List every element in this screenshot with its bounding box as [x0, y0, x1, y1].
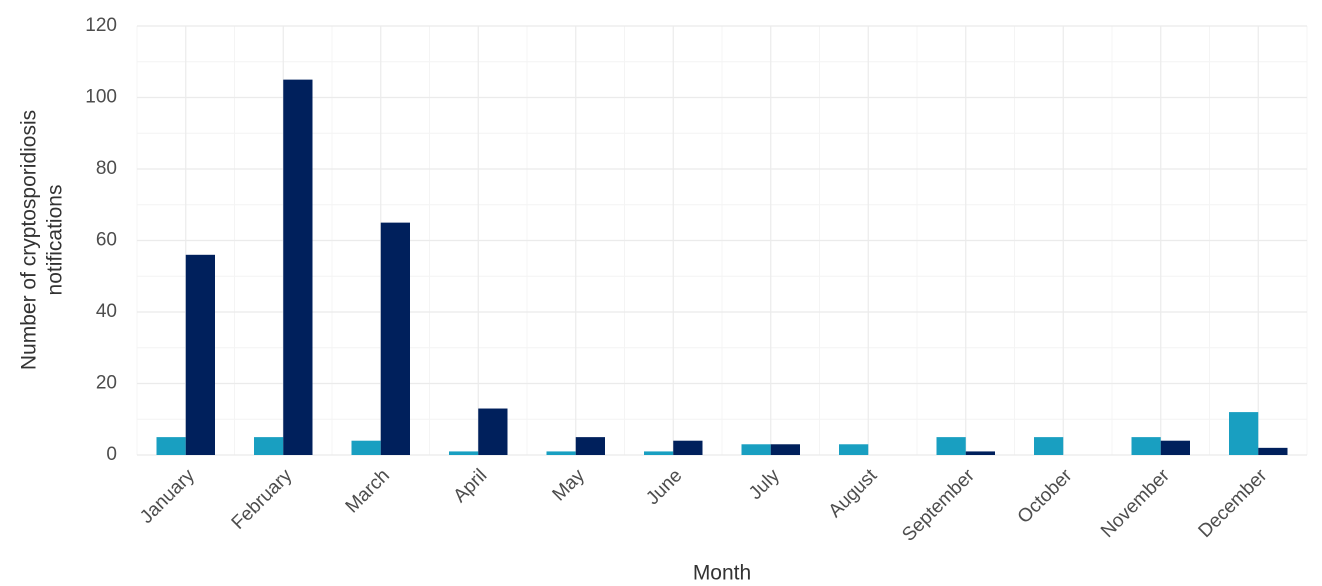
x-tick-label: May	[549, 465, 590, 506]
y-tick-label: 20	[96, 373, 117, 394]
bar	[936, 437, 966, 455]
y-tick-label: 100	[85, 87, 117, 108]
x-tick-label: June	[642, 465, 686, 509]
bar	[380, 222, 410, 455]
bar	[1229, 412, 1259, 455]
x-tick-label: October	[1014, 465, 1077, 528]
bar	[839, 444, 869, 455]
bar	[575, 437, 605, 455]
bar	[1131, 437, 1161, 455]
bar	[546, 451, 576, 455]
y-axis-title: notifications	[44, 185, 67, 296]
y-axis-title: Number of cryptosporidiosis	[18, 110, 41, 370]
y-tick-label: 80	[96, 158, 117, 179]
bar	[449, 451, 479, 455]
bar	[741, 444, 771, 455]
bar	[254, 437, 284, 455]
bar	[673, 440, 703, 455]
bar	[156, 437, 186, 455]
bar	[965, 451, 995, 455]
bar	[351, 440, 381, 455]
x-tick-label: December	[1195, 465, 1272, 542]
y-tick-label: 40	[96, 301, 117, 322]
x-tick-label: September	[898, 465, 979, 546]
bar	[770, 444, 800, 455]
bar	[185, 254, 215, 455]
bar	[644, 451, 674, 455]
x-tick-label: January	[136, 465, 199, 528]
bar	[478, 408, 508, 455]
y-tick-label: 60	[96, 230, 117, 251]
x-tick-label: November	[1097, 465, 1174, 542]
bar	[1258, 447, 1288, 455]
bar	[283, 79, 313, 455]
x-tick-label: February	[228, 465, 297, 534]
x-axis-title: Month	[693, 562, 751, 585]
bar	[1034, 437, 1064, 455]
x-tick-label: April	[450, 465, 492, 507]
x-tick-label: March	[342, 465, 394, 517]
x-tick-label: August	[825, 465, 882, 522]
y-tick-label: 120	[85, 15, 117, 36]
bar	[1160, 440, 1190, 455]
x-tick-label: July	[745, 465, 784, 504]
y-tick-label: 0	[106, 444, 117, 465]
